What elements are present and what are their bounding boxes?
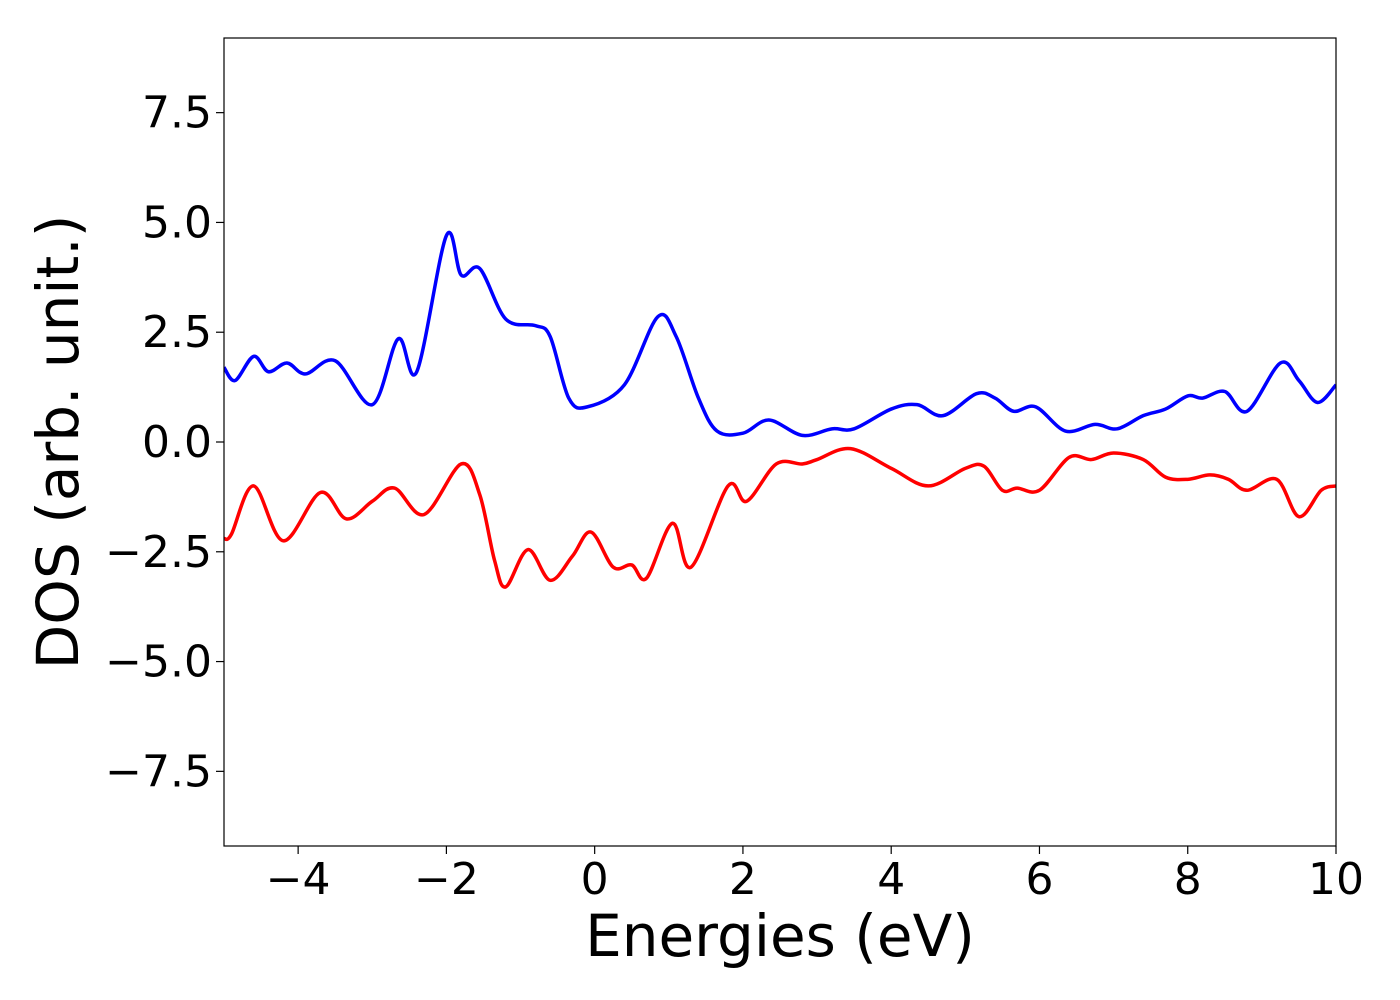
plot-background	[224, 38, 1336, 846]
x-tick-label: 2	[729, 854, 757, 905]
x-tick-label: −4	[266, 854, 331, 905]
y-axis-ticks: −7.5 −5.0 −2.5 0.0 2.5 5.0 7.5	[105, 88, 224, 797]
x-tick-label: 0	[581, 854, 609, 905]
y-axis-label: DOS (arb. unit.)	[24, 215, 92, 670]
x-tick-label: 4	[877, 854, 905, 905]
x-axis-label: Energies (eV)	[585, 902, 975, 970]
y-tick-label: −7.5	[105, 746, 212, 797]
x-tick-label: 10	[1308, 854, 1364, 905]
x-axis-ticks: −4 −2 0 2 4 6 8 10	[266, 846, 1364, 905]
x-tick-label: 8	[1174, 854, 1202, 905]
y-tick-label: 7.5	[142, 88, 212, 139]
y-tick-label: 5.0	[142, 197, 212, 248]
x-tick-label: 6	[1025, 854, 1053, 905]
y-tick-label: 2.5	[142, 307, 212, 358]
y-tick-label: 0.0	[142, 417, 212, 468]
y-tick-label: −5.0	[105, 637, 212, 688]
red-series-line	[224, 446, 1336, 589]
blue-series-line	[224, 230, 1336, 438]
x-tick-label: −2	[414, 854, 479, 905]
y-tick-label: −2.5	[105, 527, 212, 578]
series-layer	[224, 230, 1336, 589]
